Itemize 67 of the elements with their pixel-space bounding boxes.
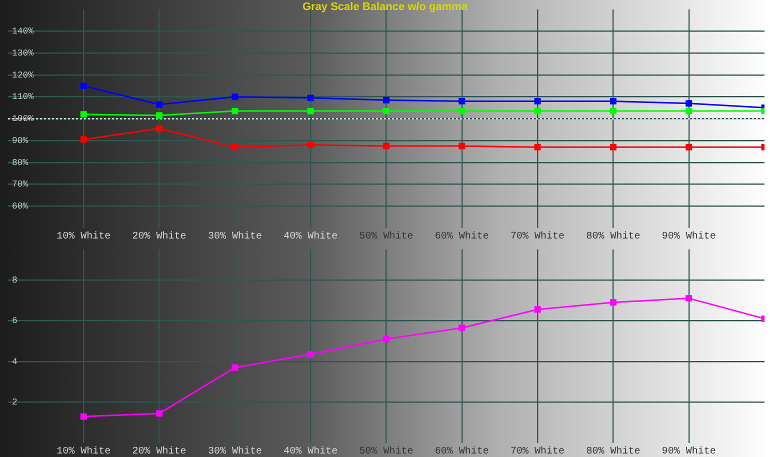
- point: [458, 98, 466, 104]
- point: [686, 100, 692, 107]
- x-tick-label: 20% White: [132, 230, 186, 243]
- x-tick-label: 50% White: [359, 230, 414, 243]
- point: [156, 112, 163, 119]
- x-tick-label: 80% White: [586, 230, 640, 243]
- x-tick-label: 20% White: [132, 446, 186, 457]
- point: [534, 98, 541, 104]
- y-tick-label: 90%: [12, 136, 29, 146]
- x-tick-label: 70% White: [510, 230, 565, 243]
- point: [156, 410, 163, 417]
- y-tick-label: 140%: [12, 26, 34, 37]
- point: [307, 142, 314, 148]
- point: [80, 111, 87, 118]
- x-tick-label: 90% White: [662, 230, 716, 243]
- x-tick-label: 60% White: [434, 230, 489, 243]
- point: [232, 108, 238, 114]
- x-tick-label: 90% White: [662, 446, 716, 457]
- x-tick-label: 40% White: [284, 230, 338, 243]
- y-tick-label: 60%: [12, 202, 29, 212]
- x-tick-label: 80% White: [586, 446, 640, 457]
- y-tick-label: 70%: [12, 180, 29, 190]
- point: [610, 299, 616, 306]
- point: [610, 108, 616, 114]
- point: [307, 108, 314, 114]
- point: [534, 108, 541, 114]
- point: [383, 108, 390, 114]
- point: [80, 82, 87, 90]
- x-tick-label: 30% White: [208, 230, 262, 243]
- point: [686, 144, 692, 150]
- y-tick-label: 8: [12, 275, 18, 286]
- y-tick-label: 110%: [12, 92, 34, 102]
- y-tick-label: 80%: [12, 158, 29, 168]
- point: [458, 108, 466, 114]
- point: [383, 142, 390, 150]
- point: [307, 351, 314, 358]
- point: [686, 295, 692, 302]
- point: [458, 324, 466, 332]
- y-tick-label: 120%: [12, 70, 34, 80]
- y-tick-label: 4: [12, 356, 18, 367]
- point: [686, 108, 692, 114]
- point: [383, 96, 390, 104]
- point: [458, 142, 466, 150]
- x-tick-label: 50% White: [359, 446, 414, 457]
- y-tick-label: 130%: [12, 48, 34, 59]
- point: [534, 306, 541, 313]
- x-tick-label: 10% White: [56, 230, 111, 243]
- point: [383, 336, 390, 342]
- point: [610, 98, 616, 104]
- y-tick-label: 2: [12, 398, 18, 408]
- x-tick-label: 10% White: [56, 446, 111, 457]
- point: [80, 136, 87, 143]
- x-tick-label: 30% White: [208, 446, 262, 457]
- x-tick-label: 60% White: [434, 446, 489, 457]
- point: [156, 125, 163, 132]
- point: [534, 144, 541, 150]
- x-tick-label: 40% White: [284, 446, 338, 457]
- point: [232, 364, 238, 371]
- point: [156, 101, 163, 108]
- point: [307, 94, 314, 102]
- y-tick-label: 6: [12, 316, 18, 326]
- point: [610, 144, 616, 150]
- x-tick-label: 70% White: [510, 446, 565, 457]
- point: [80, 413, 87, 420]
- chart-title: Gray Scale Balance w/o gamma: [301, 0, 469, 14]
- point: [232, 144, 238, 150]
- point: [232, 94, 238, 100]
